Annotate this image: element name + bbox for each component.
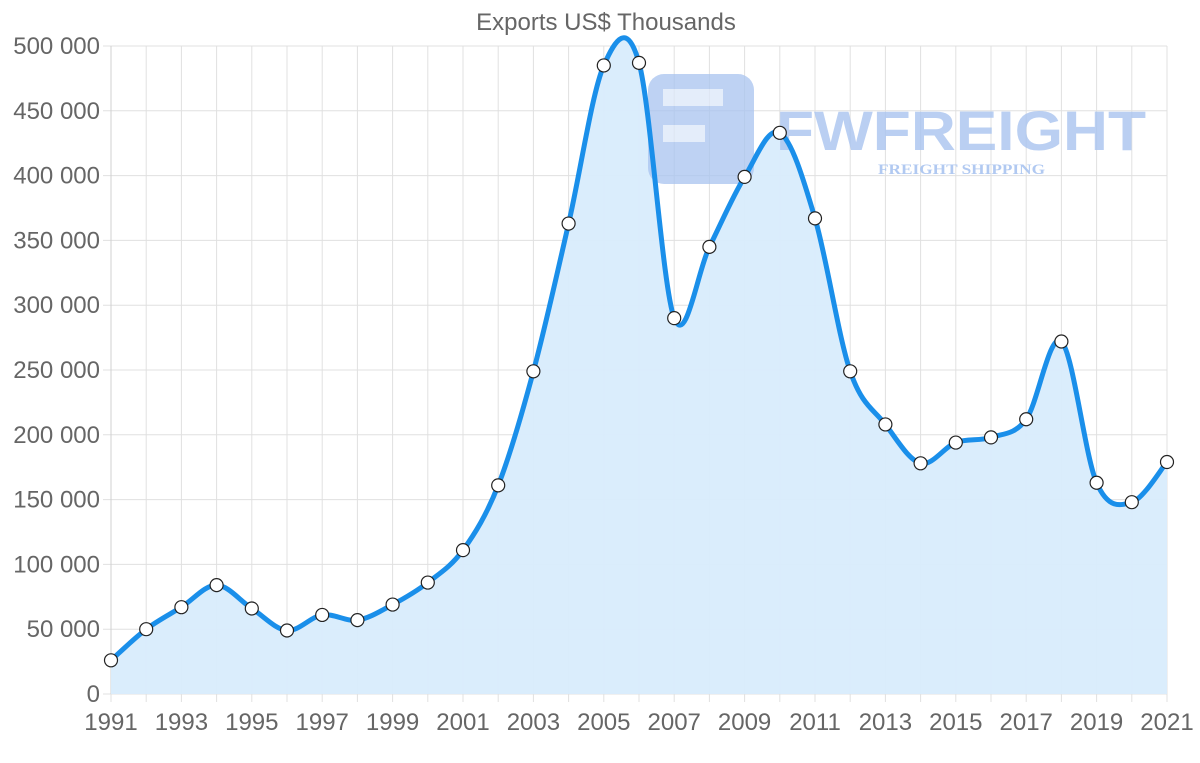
x-tick-label: 2009 <box>718 709 771 736</box>
data-point[interactable]: 2006: 487000 <box>631 55 647 70</box>
x-tick-label: 1999 <box>366 709 419 736</box>
x-tick-label: 1991 <box>84 709 137 736</box>
y-tick-label: 250 000 <box>13 357 100 384</box>
x-tick-label: 2005 <box>577 709 630 736</box>
data-point[interactable]: 2018: 272000 <box>1054 334 1069 349</box>
x-tick-label: 2021 <box>1140 709 1193 736</box>
area-fill <box>111 37 1167 694</box>
x-axis-ticks: 1991 1993 1995 1997 1999 2001 2003 2005 2007 2009… <box>84 709 1193 736</box>
data-point[interactable]: 2003: 249000 <box>526 364 541 379</box>
x-tick-label: 2019 <box>1070 709 1123 736</box>
y-tick-label: 200 000 <box>13 422 100 449</box>
data-point[interactable]: 1998: 57000 <box>350 613 365 628</box>
data-point[interactable]: 1996: 49000 <box>279 623 295 638</box>
x-tick-label: 2015 <box>929 709 982 736</box>
data-point[interactable]: 1995: 66000 <box>244 601 259 616</box>
data-point[interactable]: 2019: 163000 <box>1089 475 1104 490</box>
x-tick-label: 2007 <box>648 709 701 736</box>
data-point[interactable]: 2012: 249000 <box>843 364 858 379</box>
y-tick-label: 300 000 <box>13 292 100 319</box>
data-point[interactable]: 2011: 367000 <box>807 211 823 226</box>
data-point[interactable]: 2001: 111000 <box>455 543 471 558</box>
data-point[interactable]: 2009: 399000 <box>737 169 752 184</box>
data-point[interactable]: 2008: 345000 <box>702 239 717 254</box>
x-tick-label: 1997 <box>296 709 349 736</box>
data-point[interactable]: 1999: 69000 <box>385 597 400 612</box>
data-point[interactable]: 2017: 212000 <box>1019 412 1034 427</box>
data-point[interactable]: 2004: 363000 <box>561 216 576 231</box>
x-tick-label: 2017 <box>1000 709 1053 736</box>
y-tick-label: 400 000 <box>13 163 100 190</box>
x-tick-label: 2003 <box>507 709 560 736</box>
y-tick-label: 450 000 <box>13 98 100 125</box>
data-point[interactable]: 2020: 148000 <box>1124 495 1139 510</box>
data-point[interactable]: 2007: 290000 <box>667 311 682 326</box>
data-point[interactable]: 2015: 194000 <box>948 435 963 450</box>
data-point[interactable]: 1994: 84000 <box>209 578 224 593</box>
watermark-tagline: FREIGHT SHIPPING <box>878 162 1045 178</box>
data-point[interactable]: 2013: 208000 <box>878 417 893 432</box>
data-point[interactable]: 2010: 433000 <box>772 125 787 140</box>
data-point[interactable]: 2016: 198000 <box>983 430 999 445</box>
data-point[interactable]: 2005: 485000 <box>596 58 611 73</box>
fwfreight-watermark: FWFREIGHT FREIGHT SHIPPING <box>648 74 1146 184</box>
data-point[interactable]: 1993: 67000 <box>174 600 189 615</box>
y-tick-label: 50 000 <box>27 616 100 643</box>
x-tick-label: 1993 <box>155 709 208 736</box>
x-tick-label: 2011 <box>789 709 841 736</box>
x-tick-label: 1995 <box>225 709 278 736</box>
data-point[interactable]: 2021: 179000 <box>1159 454 1175 470</box>
chart-title: Exports US$ Thousands <box>476 9 736 36</box>
x-tick-label: 2013 <box>859 709 912 736</box>
x-tick-label: 2001 <box>436 709 489 736</box>
watermark-brand: FWFREIGHT <box>776 99 1146 162</box>
y-tick-label: 150 000 <box>13 487 100 514</box>
y-tick-label: 100 000 <box>13 551 100 578</box>
data-point[interactable]: 2002: 161000 <box>491 478 506 493</box>
data-point[interactable]: 2014: 178000 <box>913 456 928 471</box>
y-tick-label: 350 000 <box>13 227 100 254</box>
data-point[interactable]: 1997: 61000 <box>315 607 330 623</box>
y-axis-ticks: 0 50 000 100 000 150 000 200 000 250 000 300 0… <box>13 33 100 708</box>
fwfreight-logo-icon <box>648 74 754 184</box>
y-tick-label: 500 000 <box>13 33 100 60</box>
data-point[interactable]: 1991: 26000 <box>103 653 119 668</box>
y-tick-label: 0 <box>87 681 100 708</box>
